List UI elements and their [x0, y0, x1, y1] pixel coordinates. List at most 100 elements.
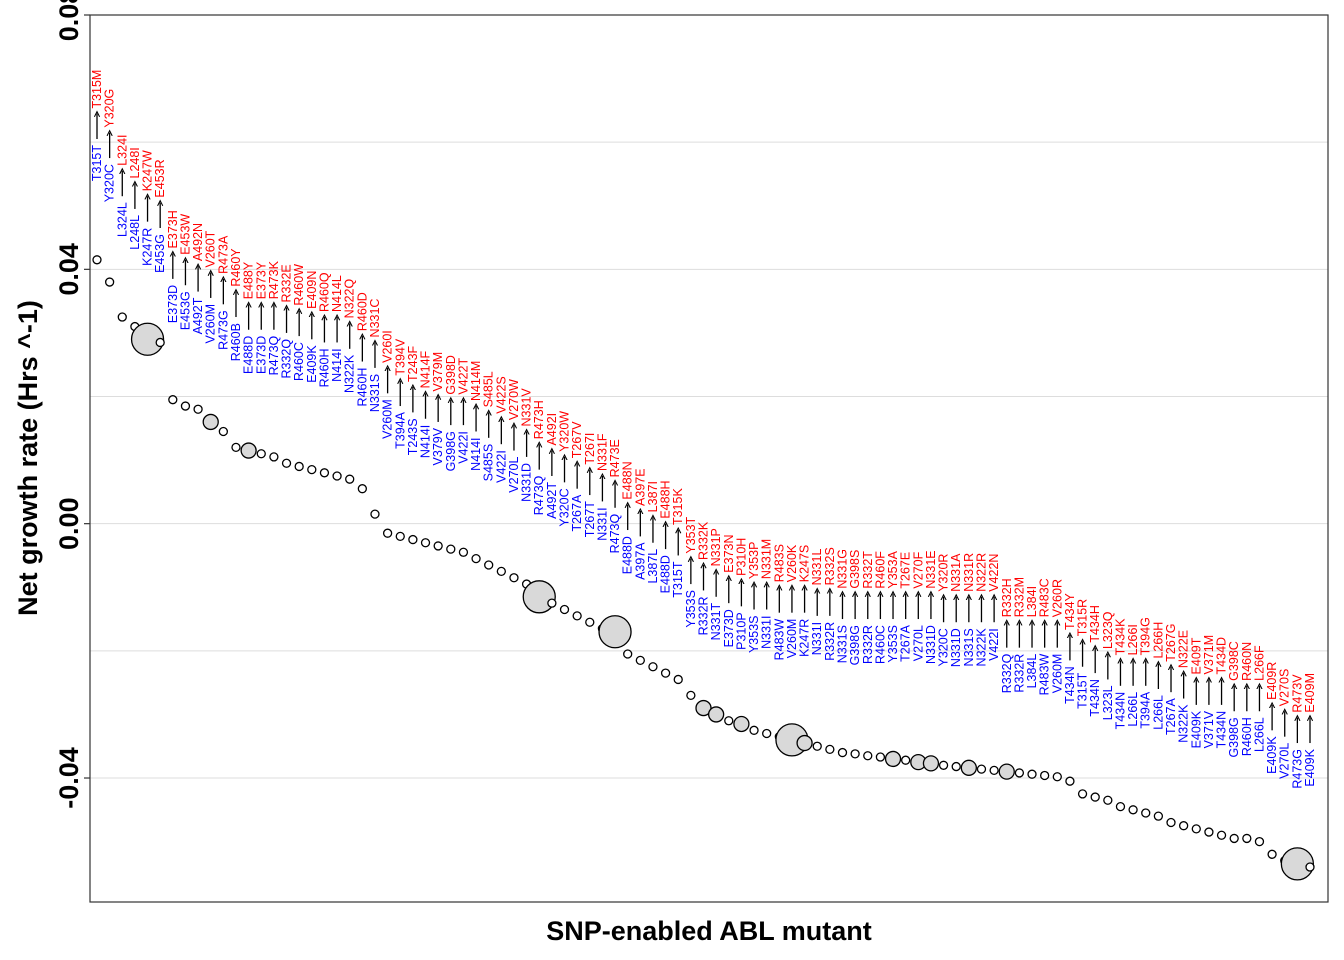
mutant-label-low: E373D [166, 285, 180, 323]
growth-point [648, 662, 658, 672]
mutant-label-low: T434N [1113, 692, 1127, 730]
y-tick-label: 0.04 [54, 243, 84, 296]
mutant-label-low: N331I [810, 622, 824, 655]
mutant-group: R460N R460H [1240, 642, 1254, 844]
mutant-group: L387I L387L [646, 481, 660, 672]
growth-point [307, 464, 317, 475]
mutant-label-low: R332R [697, 596, 711, 635]
mutant-label-high: T394V [393, 338, 407, 375]
mutant-group: R460D R460H [355, 292, 369, 494]
growth-point [559, 604, 570, 615]
mutant-label-high: A492I [545, 413, 559, 446]
growth-point [104, 277, 115, 287]
y-axis: -0.04 0.00 0.04 0.08 [54, 0, 90, 809]
growth-point [1065, 776, 1075, 786]
mutant-group: V260I V260M [381, 330, 395, 538]
mutant-label-high: E373H [166, 210, 180, 248]
mutant-group: N331C N331S [368, 299, 382, 519]
mutant-group: R332S R332R [823, 547, 837, 755]
mutant-label-high: R473H [532, 400, 546, 439]
mutant-label-low: E409K [1265, 736, 1279, 774]
growth-point [168, 395, 178, 405]
mutant-label-low: L266L [1126, 692, 1140, 727]
mutant-group: Y353P Y353S [747, 542, 761, 735]
mutant-group: N331L N331I [810, 549, 824, 751]
mutant-label-low: V260M [785, 619, 799, 659]
mutant-group: T315R T315T [1076, 599, 1090, 799]
mutant-label-low: E453G [153, 234, 167, 273]
mutant-label-high: V422S [494, 376, 508, 414]
mutant-group: R460F R460C [873, 551, 887, 762]
growth-point [796, 734, 813, 752]
mutant-label-high: T315K [671, 488, 685, 525]
mutant-label-low: Y320C [558, 488, 572, 526]
mutant-label-high: R332T [861, 551, 875, 589]
growth-point [357, 484, 367, 494]
mutant-label-low: R332R [823, 622, 837, 661]
mutant-label-low: Y353S [747, 616, 761, 654]
mutant-group: N322E N322K [1177, 630, 1191, 831]
mutant-label-low: R473Q [532, 475, 546, 515]
mutant-label-high: V260I [381, 330, 395, 363]
mutant-group: R332H R332Q [998, 578, 1015, 780]
mutant-label-low: K247R [798, 619, 812, 657]
growth-point [1077, 789, 1088, 799]
mutant-label-high: N322R [974, 553, 988, 592]
mutant-group: T315K T315T [671, 488, 685, 685]
growth-point [547, 598, 557, 608]
mutant-group: N414L N414I [330, 275, 344, 481]
mutant-group: E453W E453G [178, 214, 192, 411]
mutant-group: L323Q L323L [1101, 611, 1115, 805]
mutant-label-low: N331T [709, 602, 723, 640]
growth-point [1254, 836, 1265, 847]
mutant-group: E409N E409K [305, 271, 319, 475]
mutant-group: R473E R473Q [598, 439, 632, 649]
growth-point [837, 747, 848, 758]
growth-point [370, 509, 380, 519]
mutant-label-high: V422N [987, 554, 1001, 592]
mutant-group: L266F L266L [1252, 645, 1266, 847]
growth-point [938, 760, 949, 770]
mutant-label-high: E409T [1189, 637, 1203, 674]
growth-point [695, 699, 712, 717]
growth-point [1191, 824, 1201, 834]
mutant-label-low: V422I [494, 450, 508, 483]
mutant-label-low: Y353S [886, 625, 900, 663]
mutant-label-high: N414L [330, 275, 344, 312]
mutant-label-low: T267A [570, 494, 584, 531]
mutant-label-high: V270W [507, 379, 521, 420]
growth-point [673, 674, 683, 685]
y-tick-label: 0.08 [54, 0, 84, 41]
mutant-label-high: T434H [1088, 605, 1102, 643]
mutant-label-low: N331D [949, 628, 963, 667]
growth-point [863, 751, 873, 761]
mutant-label-high: T434Y [1063, 592, 1077, 629]
mutant-label-low: L384L [1025, 654, 1039, 689]
mutant-label-low: N414I [419, 425, 433, 458]
mutant-group: A492I A492T [545, 413, 559, 608]
mutant-label-low: R460H [317, 348, 331, 387]
mutant-group: R473V R473G [1280, 674, 1315, 881]
growth-point [484, 560, 494, 570]
mutant-label-low: L324L [115, 202, 129, 237]
mutant-label-low: N414I [469, 437, 483, 470]
mutant-label-low: R483W [1038, 653, 1052, 695]
growth-point [1027, 769, 1037, 779]
mutant-label-low: T267A [899, 624, 913, 661]
mutant-label-low: L266L [1151, 695, 1165, 730]
growth-point [635, 655, 645, 666]
mutant-label-high: R473A [216, 235, 230, 274]
mutant-label-high: R473K [267, 260, 281, 299]
mutant-label-high: R332E [280, 264, 294, 302]
growth-point [572, 611, 582, 621]
mutant-label-low: R473G [1290, 749, 1304, 789]
growth-point [1178, 821, 1189, 831]
mutant-group: R473H R473Q [522, 400, 556, 614]
growth-point [1128, 805, 1138, 815]
growth-point [585, 617, 595, 627]
growth-point [202, 413, 219, 431]
mutant-label-high: N331P [709, 528, 723, 566]
growth-point [1090, 792, 1100, 802]
growth-point [951, 761, 961, 772]
